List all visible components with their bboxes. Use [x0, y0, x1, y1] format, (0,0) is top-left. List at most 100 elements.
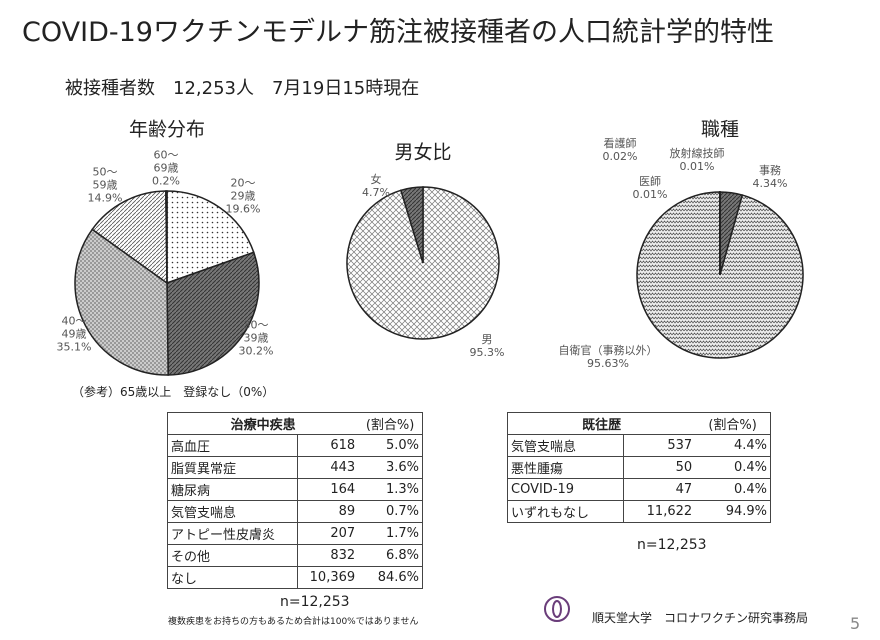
cell: アトピー性皮膚炎: [167, 522, 298, 545]
cell: 悪性腫瘍: [506, 456, 625, 479]
logo: [544, 596, 570, 622]
slice-name: 男: [481, 333, 493, 346]
slice-value: 4.34%: [752, 177, 788, 190]
note: （参考）65歳以上 登録なし（0%）: [72, 385, 275, 399]
cell: 0.4%: [695, 456, 772, 479]
pie-label: 看護師 0.02%: [603, 137, 638, 163]
cell: 0.4%: [695, 478, 772, 501]
cell: 50: [623, 456, 696, 479]
title: COVID-19ワクチンモデルナ筋注被接種者の人口統計学的特性: [22, 17, 774, 48]
slice-value: 95.63%: [587, 357, 629, 370]
header-row: 既往歴 (割合%): [507, 412, 772, 435]
table: 治療中疾患 (割合%) 高血圧 618 5.0% 脂質異常症 443 3.6% 糖尿病 164 1.…: [167, 412, 424, 589]
slice-name: 20～ 29歳: [230, 176, 256, 203]
cell: (割合%): [695, 412, 772, 435]
slice-value: 0.2%: [152, 174, 180, 188]
pie-slice: [166, 251, 260, 376]
pie-label: 放射線技師 0.01%: [670, 147, 725, 173]
pie-label: 医師 0.01%: [633, 175, 668, 201]
pie-slice: [399, 186, 424, 264]
slice-value: 35.1%: [56, 340, 92, 354]
pie-label: 50～ 59歳 14.9%: [88, 166, 123, 205]
slice-value: 95.3%: [469, 346, 505, 359]
cell: 537: [623, 434, 696, 457]
chart-title: 職種: [700, 118, 740, 141]
cell: (割合%): [358, 412, 424, 435]
pie-slice: [74, 228, 169, 376]
row: なし 10,369 84.6%: [167, 566, 424, 589]
slice-name: 60～ 69歳: [153, 148, 179, 175]
cell: 脂質異常症: [167, 456, 298, 479]
n: n=12,253: [637, 537, 707, 553]
cell: 10,369: [296, 566, 359, 589]
row: 脂質異常症 443 3.6%: [167, 456, 424, 479]
slice-value: 19.6%: [225, 202, 261, 216]
cell: その他: [167, 544, 298, 567]
pie-label: 60～ 69歳 0.2%: [152, 149, 180, 188]
cell: 618: [296, 434, 359, 457]
cell: 既往歴: [507, 412, 696, 435]
slice-name: 50～ 59歳: [92, 165, 118, 192]
cell: 207: [296, 522, 359, 545]
cell: 糖尿病: [167, 478, 298, 501]
slice-name: 看護師: [603, 137, 637, 150]
slice-name: 事務: [758, 164, 781, 177]
row: 気管支喘息 89 0.7%: [167, 500, 424, 523]
slice-name: 女: [370, 173, 382, 186]
row: 高血圧 618 5.0%: [167, 434, 424, 457]
slice-name: 自衛官（事務以外）: [558, 344, 658, 357]
pie-label: 20～ 29歳 19.6%: [226, 177, 261, 216]
slice-name: 40～ 49歳: [61, 314, 87, 341]
cell: 気管支喘息: [506, 434, 625, 457]
row: いずれもなし 11,622 94.9%: [506, 500, 772, 523]
cell: 高血圧: [167, 434, 298, 457]
cell: 1.7%: [358, 522, 424, 545]
pie-label: 男 95.3%: [470, 333, 505, 359]
row: 悪性腫瘍 50 0.4%: [506, 456, 772, 479]
pie-label: 自衛官（事務以外） 95.63%: [559, 344, 658, 370]
cell: 4.4%: [695, 434, 772, 457]
slice-name: 医師: [638, 175, 661, 188]
pie-label: 女 4.7%: [362, 173, 390, 199]
pie-slice: [91, 190, 168, 285]
cell: 832: [296, 544, 359, 567]
pie-label: 事務 4.34%: [753, 164, 788, 190]
chart-title: 男女比: [394, 141, 452, 164]
footnote: 複数疾患をお持ちの方もあるため合計は100%ではありません: [168, 617, 419, 627]
cell: 5.0%: [358, 434, 424, 457]
cell: 47: [623, 478, 696, 501]
cell: 1.3%: [358, 478, 424, 501]
header-row: 治療中疾患 (割合%): [167, 412, 424, 435]
cell: なし: [167, 566, 298, 589]
cell: 治療中疾患: [167, 412, 359, 435]
org: 順天堂大学 コロナワクチン研究事務局: [592, 611, 809, 625]
pie-slice: [165, 190, 168, 284]
slice-name: 30～ 39歳: [243, 318, 269, 345]
slice-value: 30.2%: [238, 344, 274, 358]
slice-value: 4.7%: [362, 186, 390, 199]
cell: 84.6%: [358, 566, 424, 589]
slice-value: 0.01%: [679, 160, 715, 173]
row: その他 832 6.8%: [167, 544, 424, 567]
cell: 94.9%: [695, 500, 772, 523]
row: アトピー性皮膚炎 207 1.7%: [167, 522, 424, 545]
slice-value: 14.9%: [87, 191, 123, 205]
cell: COVID-19: [506, 478, 625, 501]
cell: 11,622: [623, 500, 696, 523]
table: 既往歴 (割合%) 気管支喘息 537 4.4% 悪性腫瘍 50 0.4% COVID-19 47…: [506, 412, 772, 523]
cell: 443: [296, 456, 359, 479]
page-number: 5: [850, 614, 861, 633]
chart-title: 年齢分布: [128, 118, 206, 141]
subtitle: 被接種者数 12,253人 7月19日15時現在: [65, 78, 420, 99]
cell: 0.7%: [358, 500, 424, 523]
cell: 6.8%: [358, 544, 424, 567]
slice-value: 0.02%: [602, 150, 638, 163]
cell: いずれもなし: [506, 500, 625, 523]
row: 気管支喘息 537 4.4%: [506, 434, 772, 457]
slice-name: 放射線技師: [669, 147, 725, 160]
slice-value: 0.01%: [632, 188, 668, 201]
cell: 3.6%: [358, 456, 424, 479]
pie-label: 30～ 39歳 30.2%: [239, 319, 274, 358]
